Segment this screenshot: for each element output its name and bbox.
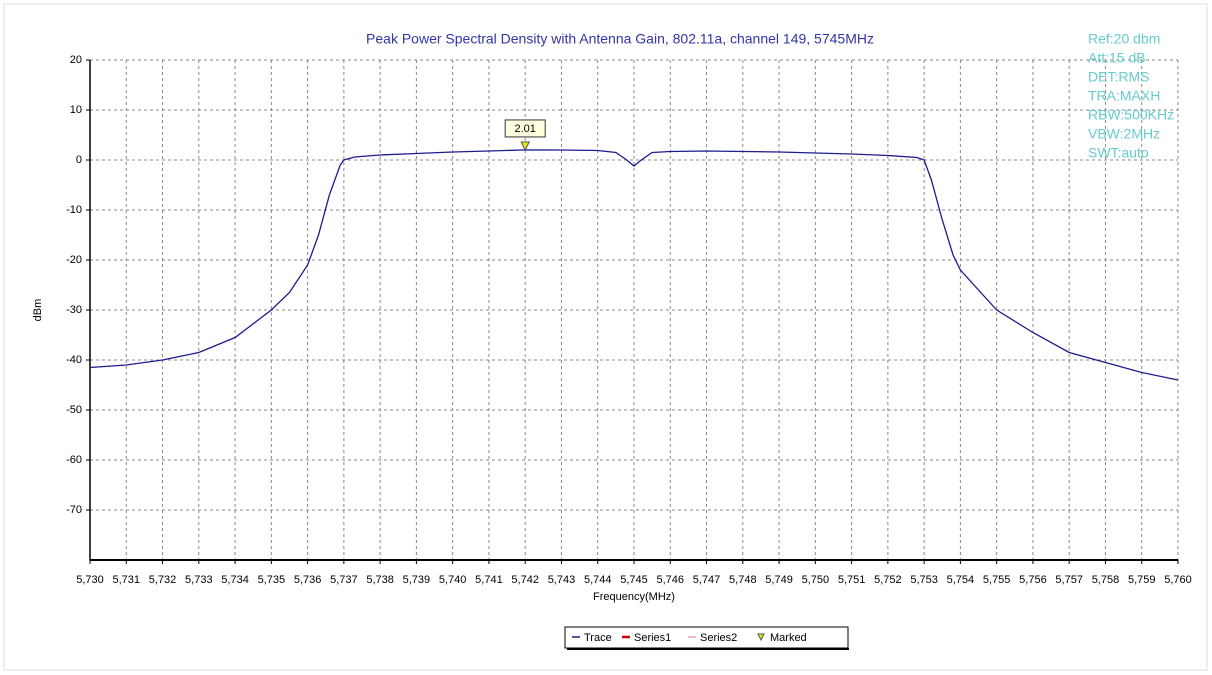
x-tick-label: 5,737 bbox=[330, 574, 358, 586]
y-tick-label: -40 bbox=[66, 354, 82, 366]
x-tick-label: 5,747 bbox=[693, 574, 721, 586]
legend-label: Series2 bbox=[700, 632, 737, 644]
legend-label: Marked bbox=[770, 632, 807, 644]
x-tick-label: 5,731 bbox=[113, 574, 141, 586]
info-text: SWT:auto bbox=[1088, 145, 1149, 161]
x-tick-label: 5,744 bbox=[584, 574, 612, 586]
y-tick-label: -30 bbox=[66, 304, 82, 316]
info-text: RBW:500KHz bbox=[1088, 107, 1174, 123]
legend-label: Series1 bbox=[634, 632, 671, 644]
x-tick-label: 5,733 bbox=[185, 574, 213, 586]
legend-symbol bbox=[757, 633, 765, 642]
info-text: DET:RMS bbox=[1088, 69, 1149, 85]
chart-title: Peak Power Spectral Density with Antenna… bbox=[366, 31, 874, 47]
frame bbox=[3, 3, 1208, 671]
x-tick-label: 5,753 bbox=[910, 574, 938, 586]
x-tick-label: 5,756 bbox=[1019, 574, 1047, 586]
y-tick-label: -60 bbox=[66, 454, 82, 466]
x-tick-label: 5,735 bbox=[258, 574, 286, 586]
marker bbox=[520, 141, 531, 152]
legend-label: Trace bbox=[584, 632, 612, 644]
x-tick-label: 5,745 bbox=[620, 574, 648, 586]
x-tick-label: 5,755 bbox=[983, 574, 1011, 586]
y-tick-label: 20 bbox=[70, 54, 82, 66]
x-tick-label: 5,741 bbox=[475, 574, 503, 586]
x-axis-title: Frequency(MHz) bbox=[593, 591, 675, 603]
y-axis-title: dBm bbox=[32, 299, 44, 322]
x-tick-label: 5,739 bbox=[403, 574, 431, 586]
y-tick-label: 10 bbox=[70, 104, 82, 116]
x-tick-label: 5,732 bbox=[149, 574, 177, 586]
y-tick-label: 0 bbox=[76, 154, 82, 166]
info-text: VBW:2MHz bbox=[1088, 126, 1160, 142]
x-tick-label: 5,749 bbox=[765, 574, 793, 586]
x-tick-label: 5,740 bbox=[439, 574, 467, 586]
x-tick-label: 5,759 bbox=[1128, 574, 1156, 586]
info-text: TRA:MAXH bbox=[1088, 88, 1160, 104]
marker-label-box bbox=[504, 119, 546, 138]
info-text: Ref:20 dbm bbox=[1088, 31, 1160, 47]
x-tick-label: 5,751 bbox=[838, 574, 866, 586]
x-tick-label: 5,760 bbox=[1164, 574, 1192, 586]
x-tick-label: 5,736 bbox=[294, 574, 322, 586]
y-tick-label: -70 bbox=[66, 504, 82, 516]
x-tick-label: 5,730 bbox=[76, 574, 104, 586]
x-tick-label: 5,757 bbox=[1055, 574, 1083, 586]
x-tick-label: 5,752 bbox=[874, 574, 902, 586]
y-tick-label: -10 bbox=[66, 204, 82, 216]
x-tick-label: 5,758 bbox=[1092, 574, 1120, 586]
marker-label: 2.01 bbox=[514, 123, 535, 135]
y-tick-label: -20 bbox=[66, 254, 82, 266]
x-tick-label: 5,746 bbox=[657, 574, 685, 586]
x-tick-label: 5,754 bbox=[947, 574, 975, 586]
trace-line bbox=[89, 149, 1179, 381]
x-tick-label: 5,748 bbox=[729, 574, 757, 586]
x-tick-label: 5,743 bbox=[548, 574, 576, 586]
x-tick-label: 5,750 bbox=[802, 574, 830, 586]
x-tick-label: 5,738 bbox=[366, 574, 394, 586]
x-tick-label: 5,742 bbox=[511, 574, 539, 586]
info-text: Att:15 dB bbox=[1088, 50, 1146, 66]
y-tick-label: -50 bbox=[66, 404, 82, 416]
x-tick-label: 5,734 bbox=[221, 574, 249, 586]
